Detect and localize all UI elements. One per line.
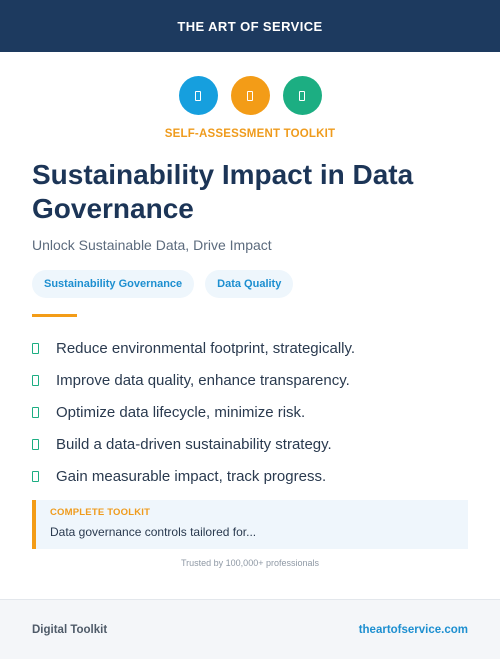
orange-badge-icon	[230, 76, 270, 115]
benefit-item: Reduce environmental footprint, strategi…	[32, 332, 355, 364]
website-link[interactable]: theartofservice.com	[358, 623, 468, 636]
callout-text: Data governance controls tailored for...	[50, 525, 257, 539]
check-icon	[32, 470, 39, 482]
accent-divider	[32, 314, 77, 317]
benefit-item: Gain measurable impact, track progress.	[32, 460, 355, 492]
benefit-item: Build a data-driven sustainability strat…	[32, 428, 355, 460]
benefit-list: Reduce environmental footprint, strategi…	[32, 332, 355, 492]
footer: Digital Toolkit theartofservice.com	[0, 599, 500, 659]
icon-row	[0, 76, 500, 115]
benefit-text: Improve data quality, enhance transparen…	[56, 371, 350, 389]
footer-label: Digital Toolkit	[32, 623, 108, 636]
check-icon	[32, 374, 39, 386]
top-banner: THE ART OF SERVICE	[0, 0, 500, 52]
check-icon	[32, 438, 39, 450]
toolkit-callout: COMPLETE TOOLKIT Data governance control…	[32, 500, 468, 549]
page-title: Sustainability Impact in Data Governance	[32, 159, 414, 224]
green-badge-icon	[282, 76, 322, 115]
brand-name: THE ART OF SERVICE	[177, 18, 323, 34]
check-icon	[32, 406, 39, 418]
benefit-item: Improve data quality, enhance transparen…	[32, 364, 355, 396]
benefit-item: Optimize data lifecycle, minimize risk.	[32, 396, 355, 428]
eyebrow-label: SELF-ASSESSMENT TOOLKIT	[164, 128, 336, 140]
benefit-text: Optimize data lifecycle, minimize risk.	[56, 403, 306, 421]
tag-data-quality[interactable]: Data Quality	[205, 270, 294, 298]
blue-badge-icon	[178, 76, 218, 115]
benefit-text: Build a data-driven sustainability strat…	[56, 435, 332, 453]
subtitle: Unlock Sustainable Data, Drive Impact	[32, 237, 272, 253]
benefit-text: Gain measurable impact, track progress.	[56, 467, 327, 485]
check-icon	[32, 342, 39, 354]
tag-list: Sustainability Governance Data Quality	[32, 270, 294, 298]
tag-sustainability-governance[interactable]: Sustainability Governance	[32, 270, 195, 298]
callout-label: COMPLETE TOOLKIT	[50, 507, 151, 518]
trust-note: Trusted by 100,000+ professionals	[180, 558, 319, 568]
benefit-text: Reduce environmental footprint, strategi…	[56, 339, 356, 357]
